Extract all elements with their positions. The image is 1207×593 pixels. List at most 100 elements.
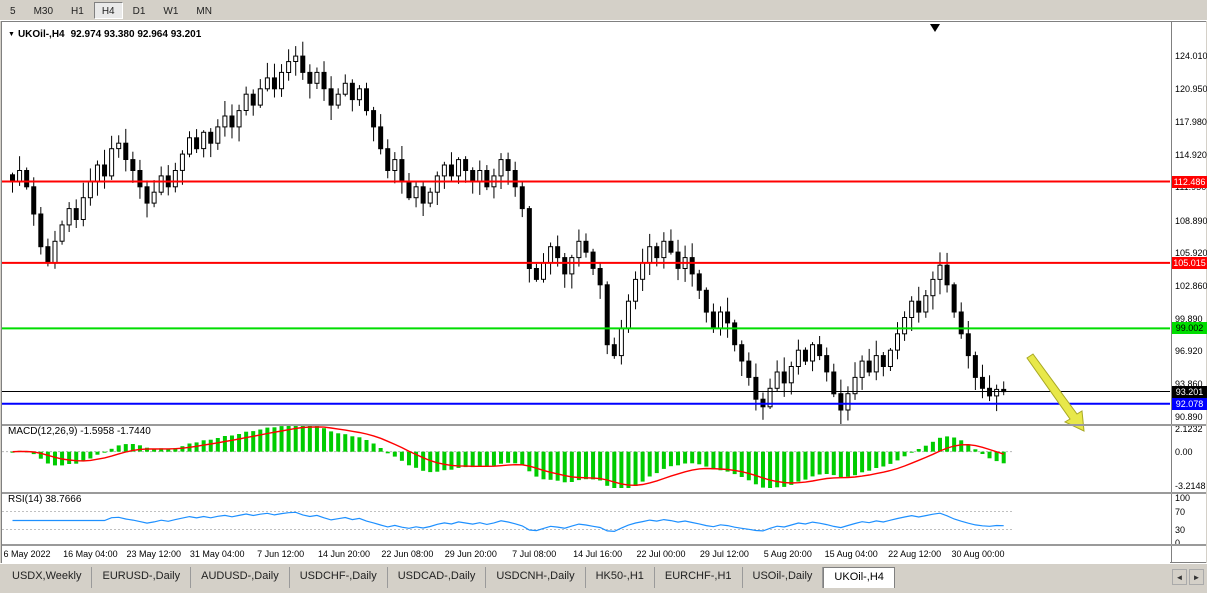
- chart-tab-usoil-daily[interactable]: USOil-,Daily: [743, 567, 824, 588]
- macd-histogram-bar: [753, 451, 758, 485]
- arrow-annotation[interactable]: [1026, 353, 1085, 432]
- candle-body: [257, 88, 263, 106]
- tab-scroll-left-button[interactable]: ◄: [1172, 569, 1187, 585]
- chart-dropdown-icon[interactable]: ▼: [8, 31, 15, 38]
- macd-histogram-bar: [506, 451, 511, 463]
- macd-histogram-bar: [945, 436, 950, 452]
- macd-panel-splitter[interactable]: [2, 424, 1206, 426]
- chart-tab-usdcad-daily[interactable]: USDCAD-,Daily: [388, 567, 487, 588]
- chart-tab-eurusd-daily[interactable]: EURUSD-,Daily: [92, 567, 192, 588]
- macd-histogram-bar: [824, 451, 829, 474]
- candle-body: [795, 349, 801, 368]
- timeframe-button-w1[interactable]: W1: [163, 5, 179, 17]
- chart-tab-bar: USDX,Weekly EURUSD-,Daily AUDUSD-,Daily USD…: [0, 563, 1207, 593]
- macd-histogram-bar: [704, 451, 709, 467]
- macd-histogram-bar: [336, 433, 341, 452]
- macd-histogram-bar: [633, 451, 638, 486]
- candle-body: [279, 71, 285, 90]
- macd-values: MACD(12,26,9) -1.5958 -1.7440: [8, 426, 151, 437]
- candle-body: [484, 170, 490, 188]
- macd-histogram-bar: [350, 436, 355, 452]
- candle-body: [633, 278, 639, 302]
- candle-body: [746, 360, 752, 378]
- rsi-panel-splitter[interactable]: [2, 492, 1206, 494]
- candle-body: [10, 174, 15, 182]
- candle-body: [109, 148, 115, 177]
- macd-histogram-bar: [484, 451, 489, 467]
- macd-histogram-bar: [768, 451, 773, 488]
- macd-histogram-bar: [711, 451, 716, 470]
- candle-body: [271, 77, 277, 90]
- chart-tab-ukoil-h4[interactable]: UKOil-,H4: [823, 567, 895, 588]
- candle-body: [810, 344, 816, 362]
- candle-body: [802, 349, 808, 362]
- price-axis-label: 108.890: [1175, 215, 1207, 226]
- price-axis-label: 114.920: [1175, 150, 1207, 160]
- chart-tab-eurchf-h1[interactable]: EURCHF-,H1: [655, 567, 743, 588]
- macd-histogram-bar: [456, 451, 461, 468]
- macd-histogram-bar: [541, 451, 546, 480]
- macd-histogram-bar: [314, 426, 319, 452]
- candle-body: [654, 246, 660, 259]
- candle-body: [463, 159, 469, 172]
- candle-body: [441, 164, 447, 177]
- time-axis[interactable]: 6 May 2022 16 May 04:00 23 May 12:00 31 May…: [2, 546, 1170, 563]
- candle-body: [144, 186, 150, 204]
- candle-body: [328, 88, 334, 106]
- candle-body: [335, 93, 341, 106]
- candle-body: [994, 388, 1000, 397]
- price-badge-99.002: 99.002: [1172, 322, 1207, 335]
- macd-histogram-bar: [739, 451, 744, 477]
- candle-body: [31, 186, 37, 215]
- price-chart-canvas[interactable]: [2, 22, 1170, 562]
- macd-histogram-bar: [442, 451, 447, 471]
- chart-tab-usdcnh-daily[interactable]: USDCNH-,Daily: [486, 567, 586, 588]
- candle-body: [668, 240, 674, 253]
- timeframe-button-d1[interactable]: D1: [132, 5, 146, 17]
- macd-histogram-bar: [796, 451, 801, 482]
- macd-histogram-bar: [357, 437, 362, 452]
- chart-tab-usdchf-daily[interactable]: USDCHF-,Daily: [290, 567, 388, 588]
- candle-body: [413, 186, 419, 199]
- candle-body: [718, 311, 723, 329]
- candle-body: [264, 77, 270, 90]
- candle-body: [130, 159, 136, 172]
- candle-body: [420, 186, 426, 204]
- chart-tab-usdx-weekly[interactable]: USDX,Weekly: [2, 567, 93, 588]
- candle-body: [541, 262, 546, 280]
- macd-histogram-bar: [449, 451, 454, 470]
- macd-histogram-bar: [244, 431, 249, 452]
- timeframe-button-5[interactable]: 5: [10, 5, 16, 17]
- macd-histogram-bar: [874, 451, 879, 468]
- chart-tab-audusd-daily[interactable]: AUDUSD-,Daily: [191, 567, 290, 588]
- macd-histogram-bar: [661, 451, 666, 469]
- candle-body: [179, 153, 185, 171]
- chart-window: ▼ UKOil-,H4 92.974 93.380 92.964 93.201 MA…: [1, 21, 1207, 563]
- timeframe-button-mn[interactable]: MN: [196, 5, 212, 17]
- price-axis-label: 90.890: [1175, 411, 1203, 422]
- timeframe-button-m30[interactable]: M30: [33, 5, 54, 17]
- macd-histogram-bar: [831, 451, 836, 476]
- macd-histogram-bar: [116, 445, 121, 452]
- macd-histogram-bar: [166, 448, 171, 452]
- macd-histogram-bar: [591, 451, 596, 480]
- candle-body: [625, 300, 631, 329]
- macd-histogram-bar: [980, 451, 985, 454]
- candle-body: [739, 344, 745, 362]
- timeframe-button-h4[interactable]: H4: [93, 1, 123, 19]
- tab-scroll-right-button[interactable]: ►: [1189, 569, 1204, 585]
- macd-histogram-bar: [930, 441, 935, 452]
- time-axis-label: 5 Aug 20:00: [763, 549, 812, 559]
- chart-tab-hk50-h1[interactable]: HK50-,H1: [586, 567, 655, 588]
- candle-body: [597, 268, 603, 286]
- timeframe-button-h1[interactable]: H1: [71, 5, 84, 17]
- macd-histogram-bar: [470, 451, 475, 468]
- candle-body: [916, 300, 922, 313]
- chart-shift-marker-icon[interactable]: [930, 24, 940, 32]
- macd-histogram-bar: [845, 451, 850, 477]
- price-axis[interactable]: 124.010120.950117.980114.920111.950108.8…: [1171, 22, 1207, 562]
- macd-histogram-bar: [229, 435, 234, 452]
- rsi-values: RSI(14) 38.7666: [8, 494, 82, 505]
- price-axis-label: 93.860: [1175, 379, 1203, 390]
